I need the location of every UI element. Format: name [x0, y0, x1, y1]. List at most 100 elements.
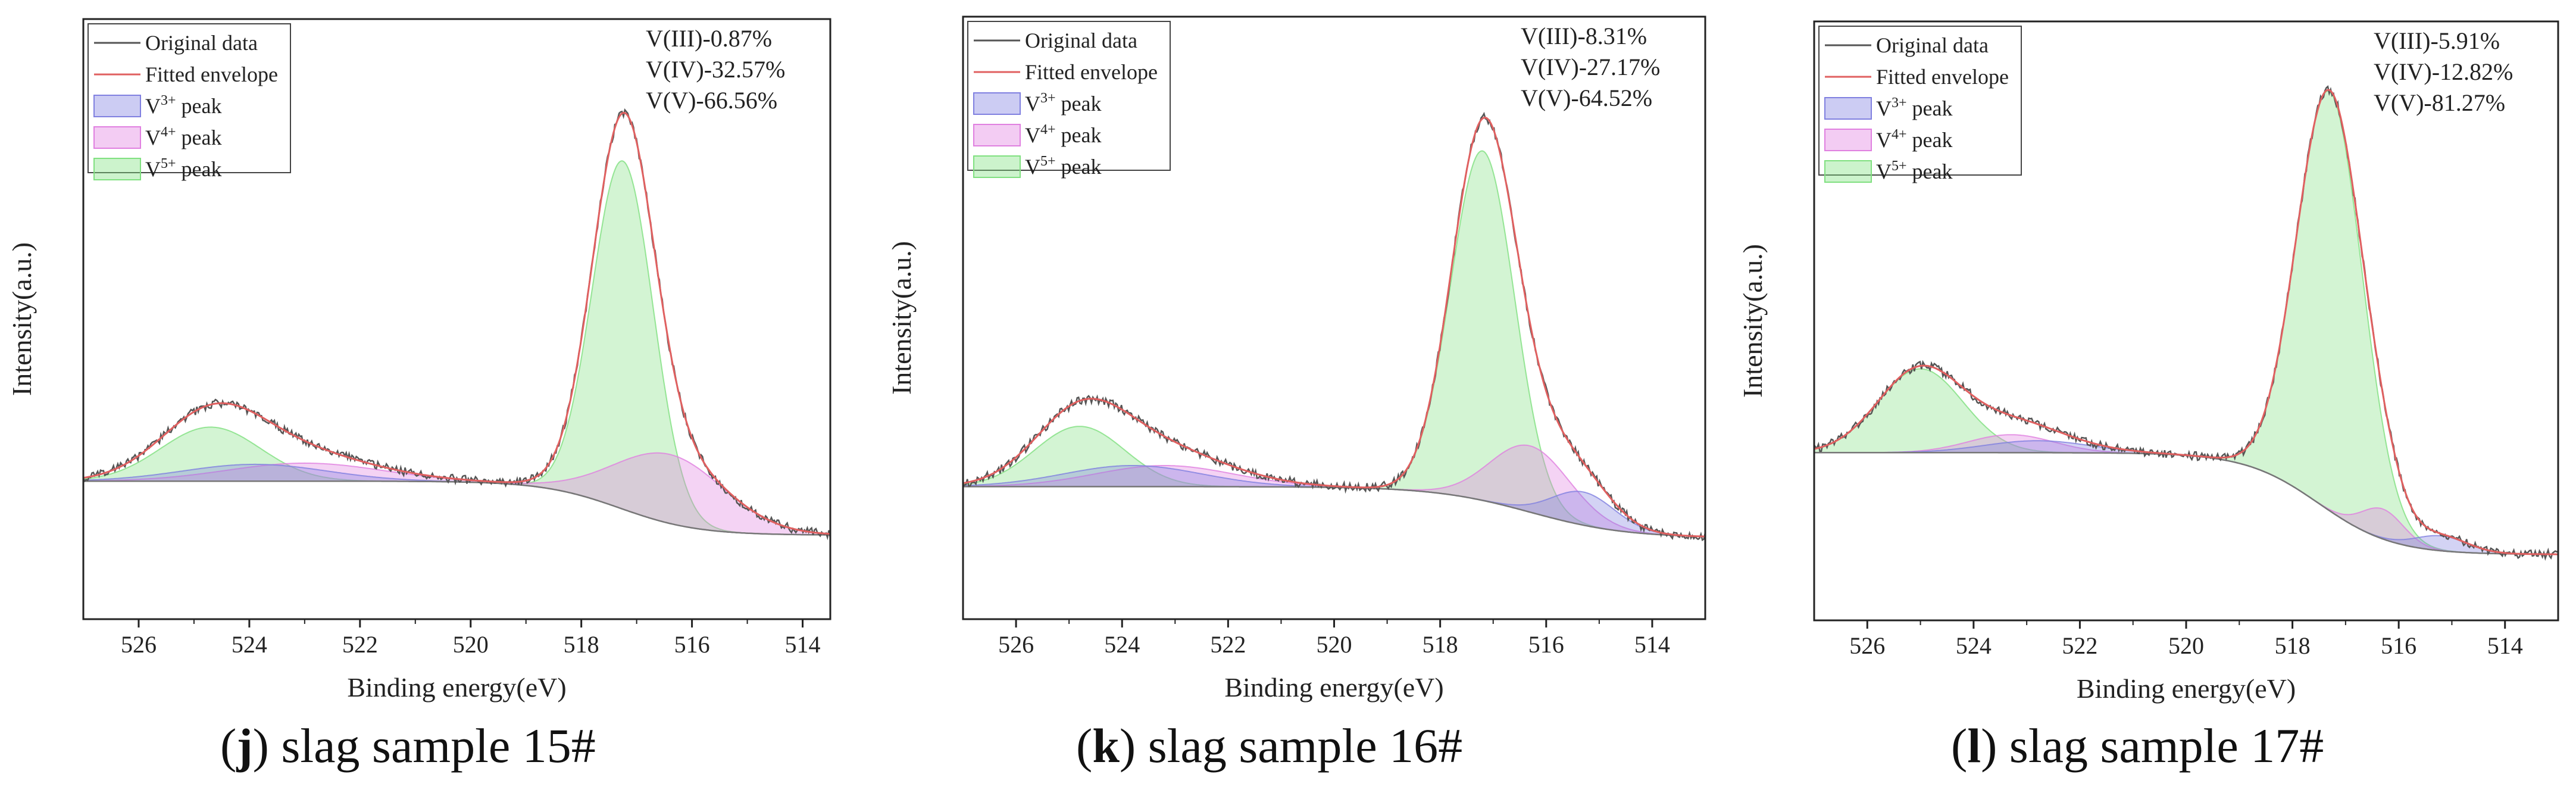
x-tick-label: 522: [2062, 632, 2097, 659]
legend-v5-label: V5+ peak: [1025, 154, 1102, 179]
x-tick-label: 518: [564, 631, 599, 658]
fitted-envelope-line: [963, 116, 1705, 538]
legend-v3-superscript: 3+: [1040, 90, 1056, 106]
legend-v4-swatch: [1824, 129, 1872, 151]
x-tick-label: 520: [1317, 631, 1352, 658]
legend-v3-label: V3+ peak: [1876, 95, 1953, 120]
legend-original-label: Original data: [1876, 33, 1989, 57]
legend-v3-swatch: [93, 95, 141, 117]
caption-close-paren: ): [1981, 719, 1997, 773]
valence-percentage-label: V(IV)-27.17%: [1521, 54, 1660, 80]
background-line: [963, 486, 1705, 538]
x-tick-label: 516: [1528, 631, 1564, 658]
legend-v5-superscript: 5+: [1892, 158, 1907, 174]
legend-v3-label: V3+ peak: [145, 93, 222, 118]
valence-percentage-label: V(IV)-12.82%: [2374, 58, 2513, 85]
legend-v3-peak-word: peak: [176, 94, 222, 118]
legend-v5-peak-word: peak: [1056, 155, 1102, 179]
legend-v3-superscript: 3+: [1892, 95, 1907, 111]
x-tick-label: 516: [674, 631, 710, 658]
caption-letter: j: [236, 719, 252, 773]
chart-panel-l: 526 524 522 520 518 516 514 Binding energy(eV) I…: [1737, 20, 2559, 773]
legend-v3-label: V3+ peak: [1025, 90, 1102, 115]
legend-v5-label: V5+ peak: [1876, 158, 1953, 183]
x-tick-label: 520: [2168, 632, 2204, 659]
legend-v5-swatch: [93, 158, 141, 180]
caption-text: slag sample 15#: [269, 719, 596, 773]
x-tick-label: 526: [1849, 632, 1885, 659]
legend-v3-peak-word: peak: [1056, 92, 1102, 115]
legend-v3-peak-word: peak: [1907, 96, 1953, 120]
plot-area: [83, 108, 830, 541]
caption-close-paren: ): [1120, 719, 1136, 773]
fitted-envelope-line: [1814, 89, 2558, 555]
legend-original-label: Original data: [1025, 29, 1137, 52]
legend-v4-swatch: [973, 124, 1021, 146]
fitted-envelope-line: [83, 111, 830, 535]
legend-v4-label: V4+ peak: [145, 124, 222, 149]
caption-letter: l: [1967, 719, 1981, 773]
caption-open-paren: (: [220, 719, 236, 773]
legend-v3-symbol: V: [1025, 92, 1040, 115]
legend-v4-label: V4+ peak: [1025, 122, 1102, 147]
legend-v4-symbol: V: [1876, 128, 1892, 152]
legend-v5-symbol: V: [1876, 160, 1892, 183]
legend-v4-peak-word: peak: [1056, 123, 1102, 147]
legend-v5-superscript: 5+: [1040, 154, 1056, 169]
y-axis-label: Intensity(a.u.): [7, 242, 37, 396]
valence-percentage-label: V(III)-0.87%: [646, 25, 772, 52]
x-tick-label: 514: [785, 631, 821, 658]
caption-open-paren: (: [1951, 719, 1967, 773]
y-axis-label: Intensity(a.u.): [1737, 244, 1768, 398]
legend-fitted-label: Fitted envelope: [1876, 65, 2009, 89]
legend-v4-symbol: V: [1025, 123, 1040, 147]
legend-v5-swatch: [1824, 160, 1872, 183]
background-line: [83, 480, 830, 536]
legend-v4-symbol: V: [145, 126, 161, 149]
legend-v4-label: V4+ peak: [1876, 127, 1953, 152]
legend: Original data Fitted envelope V3+ peak V4+ …: [87, 23, 291, 181]
x-tick-label: 516: [2381, 632, 2416, 659]
legend-v3-swatch: [1824, 97, 1872, 120]
caption-text: slag sample 17#: [1997, 719, 2324, 773]
legend-v4-peak-word: peak: [176, 126, 222, 149]
caption-open-paren: (: [1076, 719, 1092, 773]
legend-v5-superscript: 5+: [161, 156, 176, 171]
plot-area: [963, 111, 1705, 542]
legend-v5-peak-word: peak: [1907, 160, 1953, 183]
x-tick-label: 524: [1104, 631, 1140, 658]
x-tick-label: 518: [1423, 631, 1458, 658]
valence-percentage-label: V(V)-66.56%: [646, 87, 777, 114]
x-tick-label: 522: [1210, 631, 1246, 658]
legend-v5-symbol: V: [145, 157, 161, 181]
legend-v4-swatch: [93, 126, 141, 149]
valence-percentage-label: V(III)-5.91%: [2374, 27, 2500, 54]
v3-peak-area-0: [963, 486, 1705, 538]
valence-percentage-label: V(III)-8.31%: [1521, 23, 1647, 49]
legend-v3-symbol: V: [145, 94, 161, 118]
y-axis-label: Intensity(a.u.): [886, 241, 917, 395]
x-tick-label: 524: [232, 631, 267, 658]
legend-v4-superscript: 4+: [161, 124, 176, 140]
x-axis-label: Binding energy(eV): [1224, 672, 1443, 703]
legend-fitted-label: Fitted envelope: [145, 63, 278, 86]
x-tick-label: 524: [1956, 632, 1992, 659]
legend-v5-swatch: [973, 155, 1021, 178]
plot-area: [1814, 85, 2558, 561]
x-tick-label: 526: [998, 631, 1034, 658]
legend-v3-symbol: V: [1876, 96, 1892, 120]
chart-panel-k: 526 524 522 520 518 516 514 Binding energy(eV) I…: [886, 15, 1706, 773]
legend-v4-peak-word: peak: [1907, 128, 1953, 152]
legend-v5-label: V5+ peak: [145, 156, 222, 181]
valence-percentage-label: V(V)-81.27%: [2374, 89, 2505, 116]
x-axis-label: Binding energy(eV): [347, 672, 566, 703]
legend-fitted-label: Fitted envelope: [1025, 60, 1158, 84]
legend-v4-superscript: 4+: [1040, 122, 1056, 138]
legend-v5-peak-word: peak: [176, 157, 222, 181]
valence-percentage-label: V(IV)-32.57%: [646, 56, 785, 83]
x-tick-label: 520: [453, 631, 489, 658]
legend-original-label: Original data: [145, 31, 258, 55]
